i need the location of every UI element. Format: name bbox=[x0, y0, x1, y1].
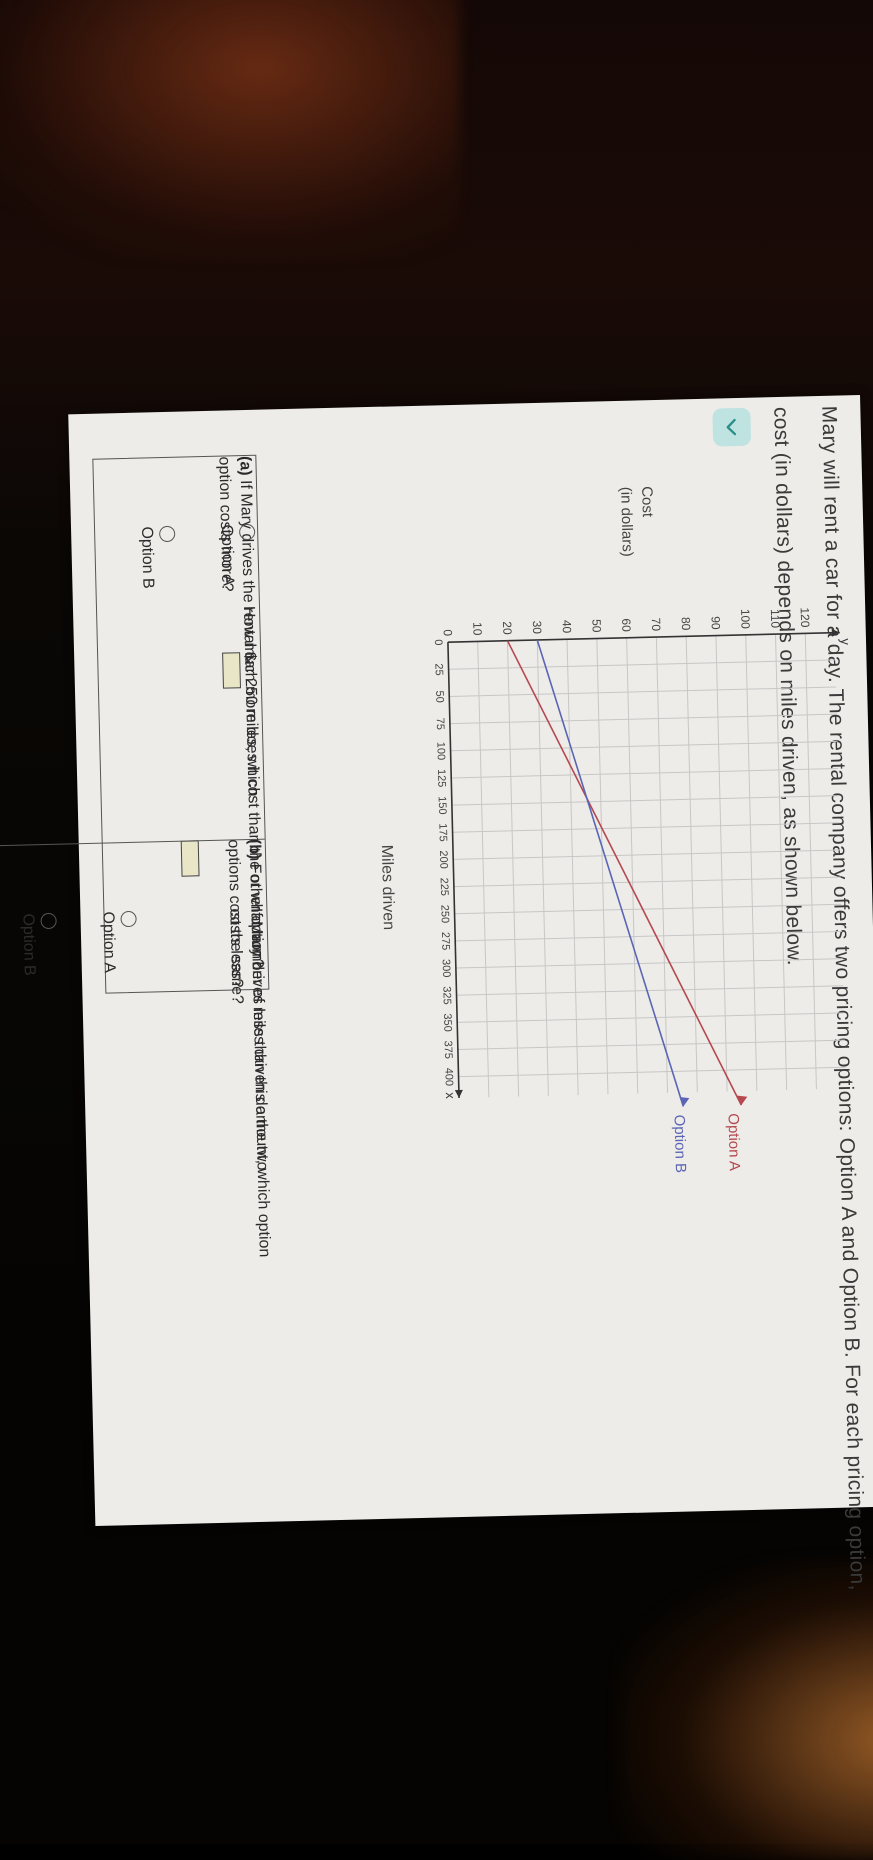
svg-text:200: 200 bbox=[437, 850, 449, 869]
svg-text:y: y bbox=[838, 638, 853, 645]
svg-text:80: 80 bbox=[679, 617, 693, 631]
svg-text:Option A: Option A bbox=[725, 1113, 743, 1171]
svg-text:100: 100 bbox=[738, 609, 752, 630]
svg-text:300: 300 bbox=[440, 959, 452, 978]
svg-text:30: 30 bbox=[530, 620, 544, 634]
svg-text:x: x bbox=[443, 1092, 458, 1099]
svg-text:0: 0 bbox=[441, 629, 455, 636]
svg-text:90: 90 bbox=[708, 616, 722, 630]
svg-text:275: 275 bbox=[439, 932, 451, 951]
svg-text:400: 400 bbox=[442, 1068, 454, 1087]
svg-text:125: 125 bbox=[435, 769, 447, 788]
svg-text:Option B: Option B bbox=[671, 1114, 689, 1173]
svg-text:250: 250 bbox=[438, 905, 450, 924]
svg-text:375: 375 bbox=[442, 1040, 454, 1059]
svg-text:150: 150 bbox=[436, 796, 448, 815]
svg-text:0: 0 bbox=[432, 639, 444, 645]
svg-text:110: 110 bbox=[768, 609, 782, 629]
svg-text:225: 225 bbox=[438, 877, 450, 896]
svg-text:120: 120 bbox=[798, 607, 812, 628]
svg-text:50: 50 bbox=[433, 690, 445, 703]
svg-text:100: 100 bbox=[434, 742, 446, 761]
svg-text:10: 10 bbox=[470, 622, 484, 636]
svg-text:50: 50 bbox=[589, 619, 603, 633]
svg-text:350: 350 bbox=[441, 1013, 453, 1032]
svg-text:60: 60 bbox=[619, 618, 633, 632]
svg-text:40: 40 bbox=[560, 620, 574, 634]
svg-text:75: 75 bbox=[434, 718, 446, 731]
svg-text:25: 25 bbox=[432, 663, 444, 676]
svg-text:70: 70 bbox=[649, 618, 663, 632]
svg-text:175: 175 bbox=[436, 823, 448, 842]
svg-text:325: 325 bbox=[440, 986, 452, 1005]
svg-text:20: 20 bbox=[500, 621, 514, 635]
